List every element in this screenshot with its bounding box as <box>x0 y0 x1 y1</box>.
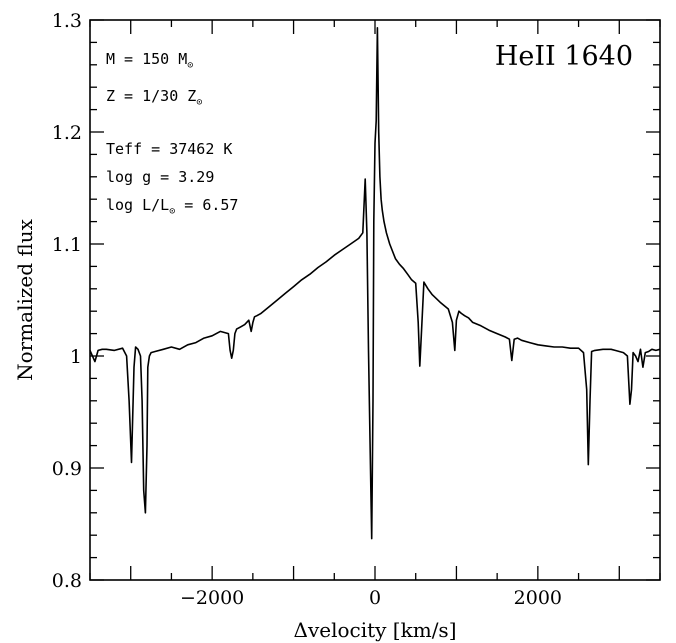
line-label: HeII 1640 <box>495 41 633 72</box>
x-tick-label: −2000 <box>180 587 244 609</box>
y-tick-label: 0.8 <box>52 570 82 592</box>
y-tick-label: 1.2 <box>52 122 82 144</box>
x-axis-title: Δvelocity [km/s] <box>294 618 457 642</box>
annotation-teff: Teff = 37462 K <box>106 140 232 158</box>
y-tick-label: 0.9 <box>52 458 82 480</box>
x-tick-label: 0 <box>369 587 381 609</box>
annotation-mass: M = 150 M⊙ <box>106 50 193 71</box>
plot-frame <box>89 19 661 581</box>
x-tick-label: 2000 <box>514 587 562 609</box>
annotation-metallicity: Z = 1/30 Z⊙ <box>106 87 202 108</box>
flux-line <box>89 27 661 540</box>
y-axis-title: Normalized flux <box>13 218 37 381</box>
y-tick-label: 1 <box>70 346 82 368</box>
y-tick-label: 1.1 <box>52 234 82 256</box>
annotation-logg: log g = 3.29 <box>106 168 214 186</box>
annotation-logl: log L/L⊙ = 6.57 <box>106 196 238 217</box>
axis-tick-labels: −2000 0 2000 0.8 0.9 1 1.1 1.2 1.3 <box>52 10 562 609</box>
y-tick-label: 1.3 <box>52 10 82 32</box>
